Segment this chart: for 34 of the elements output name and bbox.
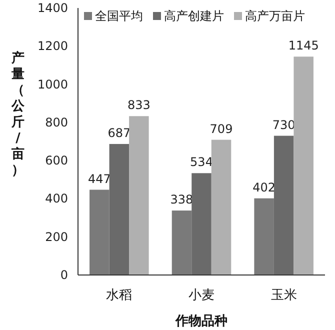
legend-label: 高产创建片 — [164, 9, 224, 23]
data-label: 687 — [108, 126, 131, 140]
bar — [129, 116, 149, 275]
x-axis-title: 作物品种 — [174, 314, 228, 329]
y-tick-label: 1200 — [37, 39, 68, 54]
legend-label: 高产万亩片 — [245, 9, 305, 23]
y-tick-label: 200 — [45, 230, 68, 244]
y-tick-label: 400 — [45, 192, 68, 206]
legend-label: 全国平均 — [95, 9, 143, 23]
bar — [254, 198, 274, 275]
data-label: 534 — [190, 155, 213, 170]
x-tick-label: 玉米 — [270, 288, 297, 303]
y-axis-title: 产量（公斤/亩） — [10, 50, 26, 178]
data-label: 833 — [127, 98, 150, 112]
y-tick-label: 0 — [60, 268, 68, 282]
data-label: 709 — [210, 122, 233, 136]
y-tick-label: 1000 — [37, 77, 68, 92]
data-label: 1145 — [288, 38, 319, 53]
bar — [192, 173, 212, 275]
x-tick-label: 小麦 — [188, 288, 214, 303]
y-tick-label: 600 — [45, 154, 68, 168]
y-tick-label: 1400 — [37, 1, 68, 15]
data-label: 338 — [170, 192, 194, 207]
bar — [172, 210, 192, 275]
data-label: 730 — [272, 118, 296, 132]
data-label: 447 — [88, 172, 111, 186]
bar — [274, 136, 294, 275]
bar — [211, 140, 232, 275]
y-tick-label: 800 — [45, 115, 68, 130]
x-tick-label: 水稻 — [106, 288, 132, 303]
bar — [294, 56, 314, 275]
bar — [90, 190, 110, 275]
data-label: 402 — [252, 180, 276, 194]
bar — [109, 144, 130, 275]
